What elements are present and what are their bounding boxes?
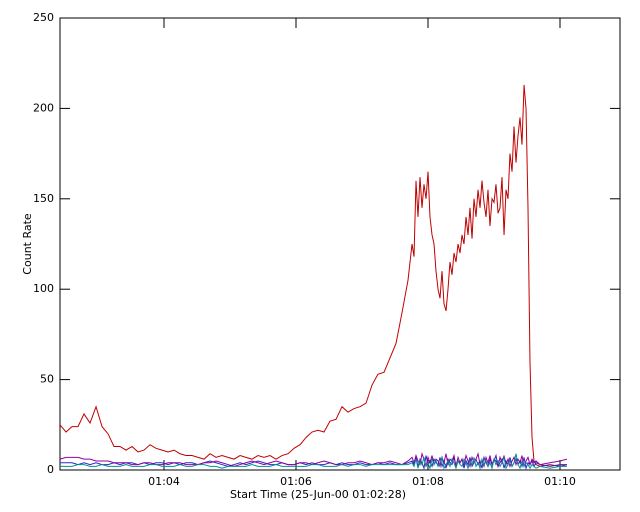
y-tick-label: 100: [33, 282, 54, 295]
x-tick-label: 01:10: [544, 475, 576, 488]
y-tick-label: 0: [47, 463, 54, 476]
x-axis-label: Start Time (25-Jun-00 01:02:28): [230, 488, 406, 501]
series-line: [60, 453, 567, 470]
x-tick-label: 01:06: [280, 475, 312, 488]
y-tick-label: 150: [33, 192, 54, 205]
y-tick-label: 50: [40, 373, 54, 386]
plot-frame: [59, 17, 621, 471]
y-axis-label: Count Rate: [21, 213, 34, 275]
x-tick-label: 01:04: [148, 475, 180, 488]
x-tick-label: 01:08: [412, 475, 444, 488]
y-tick-label: 200: [33, 101, 54, 114]
series-line: [59, 84, 568, 467]
y-tick-label: 250: [33, 11, 54, 24]
